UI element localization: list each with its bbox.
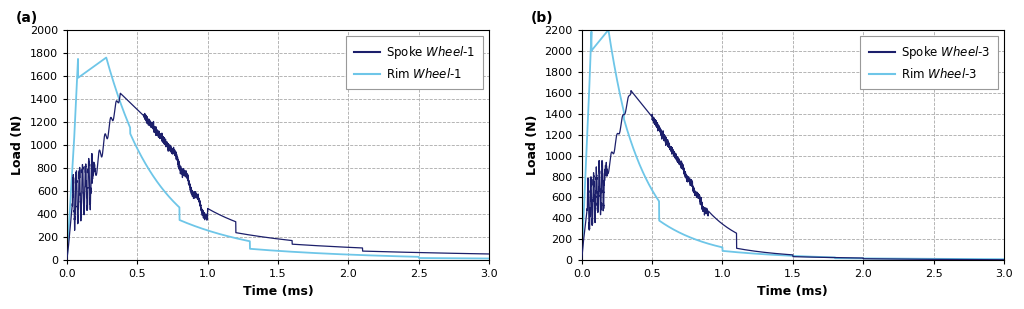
Legend: Spoke $\mathit{Wheel\text{-}3}$, Rim $\mathit{Wheel\text{-}3}$: Spoke $\mathit{Wheel\text{-}3}$, Rim $\m…	[860, 36, 998, 89]
Text: (b): (b)	[531, 11, 554, 25]
Y-axis label: Load (N): Load (N)	[526, 115, 539, 175]
Legend: Spoke $\mathit{Wheel\text{-}1}$, Rim $\mathit{Wheel\text{-}1}$: Spoke $\mathit{Wheel\text{-}1}$, Rim $\m…	[346, 36, 483, 89]
X-axis label: Time (ms): Time (ms)	[758, 285, 828, 298]
Text: (a): (a)	[16, 11, 38, 25]
X-axis label: Time (ms): Time (ms)	[243, 285, 313, 298]
Y-axis label: Load (N): Load (N)	[11, 115, 25, 175]
